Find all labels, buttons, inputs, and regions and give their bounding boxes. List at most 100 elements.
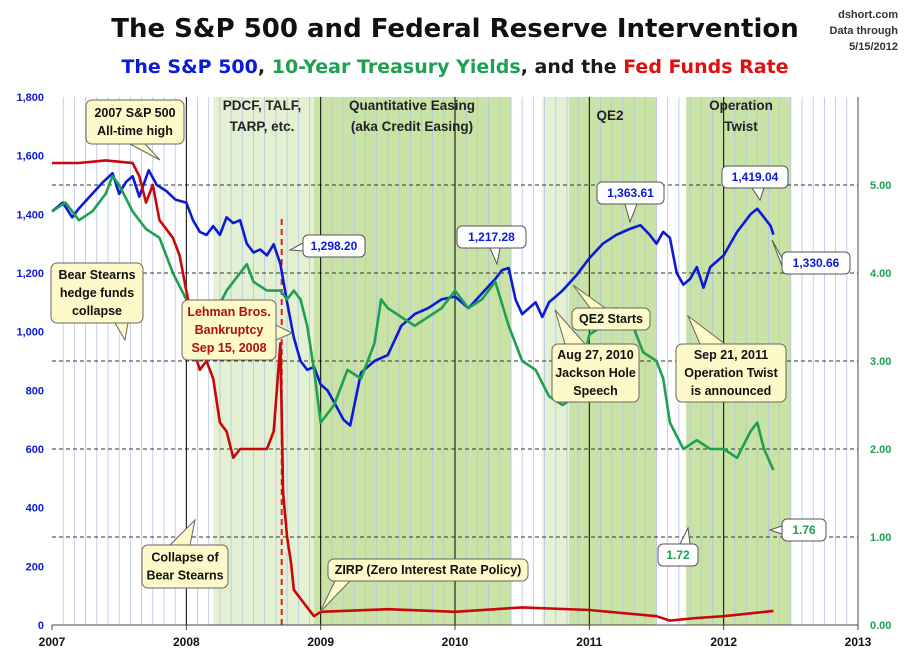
subtitle-part: , — [258, 56, 272, 78]
series-lines — [51, 159, 775, 622]
shaded-region-label: Twist — [724, 119, 758, 134]
callout-text: hedge funds — [60, 286, 134, 300]
shaded-region-label: TARP, etc. — [230, 119, 295, 134]
callout-box — [181, 299, 277, 361]
chart-title: The S&P 500 and Federal Reserve Interven… — [111, 14, 799, 44]
callout-text: is announced — [691, 384, 772, 398]
x-axis-tick-label: 2010 — [442, 635, 469, 649]
callout-box — [675, 343, 787, 403]
value-label: 1,363.61 — [596, 181, 665, 224]
annotation-callout: Sep 21, 2011 Operation Twist is announced — [675, 314, 787, 403]
axes: 1,800 1,600 1,400 1,200 1,000 800 600 400 200 0 5.… — [16, 92, 891, 649]
callout-text: Sep 15, 2008 — [191, 341, 266, 355]
callout-text: Operation Twist — [684, 366, 778, 380]
callout-text: Bear Stearns — [58, 268, 135, 282]
callout-text: Jackson Hole — [555, 366, 636, 380]
right-axis-tick-label: 3.00 — [870, 356, 891, 368]
left-axis-tick-label: 400 — [26, 503, 44, 515]
left-axis-tick-label: 1,000 — [16, 327, 44, 339]
annotation-callout: 2007 S&P 500 All-time high — [85, 99, 185, 161]
shaded-region-label: PDCF, TALF, — [223, 98, 302, 113]
value-label-box — [721, 165, 789, 189]
value-label-box — [456, 225, 527, 249]
x-axis-tick-label: 2008 — [173, 635, 200, 649]
callout-text: collapse — [72, 304, 122, 318]
callout-text: All-time high — [97, 124, 173, 138]
value-label-box — [781, 251, 851, 275]
source-line: Data through — [830, 25, 899, 37]
annotation-callout: ZIRP (Zero Interest Rate Policy) — [319, 558, 529, 613]
series-line-s-p-500 — [51, 169, 775, 427]
value-label-box — [596, 181, 665, 205]
annotation-callout: Lehman Bros. Bankruptcy Sep 15, 2008 — [181, 299, 294, 361]
annotations: 2007 S&P 500 All-time high Bear Stearns hed… — [50, 99, 851, 613]
series-line-fed-funds-rate — [52, 159, 774, 622]
value-label: 1.72 — [657, 526, 699, 567]
left-axis-tick-label: 0 — [38, 620, 44, 632]
value-label: 1,330.66 — [771, 239, 851, 275]
value-label-box — [657, 543, 699, 567]
x-axis-tick-label: 2009 — [307, 635, 334, 649]
value-label-text: 1,298.20 — [311, 239, 358, 253]
right-axis-tick-label: 5.00 — [870, 180, 891, 192]
callout-box — [327, 558, 529, 582]
value-label-text: 1,363.61 — [607, 186, 654, 200]
callout-text: Aug 27, 2010 — [557, 348, 633, 362]
shaded-region-label: (aka Credit Easing) — [351, 119, 473, 134]
source-line: dshort.com — [838, 9, 898, 21]
value-label: 1,217.28 — [456, 225, 527, 266]
shaded-region-label: Operation — [709, 98, 773, 113]
left-axis-tick-label: 600 — [26, 444, 44, 456]
callout-text: Lehman Bros. — [187, 305, 270, 319]
left-axis-tick-label: 800 — [26, 385, 44, 397]
left-axis-tick-label: 1,800 — [16, 92, 44, 104]
callout-box — [141, 544, 229, 589]
callout-text: 2007 S&P 500 — [94, 106, 175, 120]
callout-box — [85, 99, 185, 145]
value-label-box — [302, 234, 366, 258]
annotation-callout: Aug 27, 2010 Jackson Hole Speech — [551, 309, 640, 403]
callout-text: ZIRP (Zero Interest Rate Policy) — [335, 563, 522, 577]
subtitle-part: 10-Year Treasury Yields — [272, 56, 521, 78]
shaded-region-label: Quantitative Easing — [349, 98, 475, 113]
value-label-box — [781, 518, 827, 542]
left-axis-tick-label: 1,600 — [16, 151, 44, 163]
subtitle-part: Fed Funds Rate — [623, 56, 788, 78]
right-axis-tick-label: 1.00 — [870, 532, 891, 544]
x-axis-tick-label: 2012 — [710, 635, 737, 649]
value-label: 1,419.04 — [721, 165, 789, 202]
right-axis-tick-label: 4.00 — [870, 268, 891, 280]
source-note: dshort.com Data through 5/15/2012 — [830, 9, 899, 53]
callout-box — [50, 262, 144, 324]
callout-text: Bear Stearns — [146, 569, 223, 583]
value-label: 1.76 — [768, 518, 827, 542]
left-axis-tick-label: 1,400 — [16, 209, 44, 221]
annotation-callout: Collapse of Bear Stearns — [141, 518, 229, 589]
right-axis-tick-label: 0.00 — [870, 620, 891, 632]
value-label-text: 1.72 — [666, 548, 690, 562]
callout-text: Speech — [573, 384, 617, 398]
value-label: 1,298.20 — [288, 234, 366, 258]
callout-box — [551, 343, 640, 403]
series-line-10-year-treasury-yields — [51, 174, 775, 471]
callout-box — [571, 307, 651, 331]
value-label-text: 1,419.04 — [732, 170, 779, 184]
right-axis-tick-label: 2.00 — [870, 444, 891, 456]
x-axis-tick-label: 2007 — [39, 635, 66, 649]
annotation-callout: Bear Stearns hedge funds collapse — [50, 262, 144, 342]
left-axis-tick-label: 1,200 — [16, 268, 44, 280]
chart-subtitle: The S&P 500, 10-Year Treasury Yields, an… — [121, 56, 788, 78]
x-axis-tick-label: 2013 — [845, 635, 872, 649]
callout-text: Bankruptcy — [195, 323, 264, 337]
callout-text: QE2 Starts — [579, 312, 643, 326]
subtitle-part: , and the — [521, 56, 624, 78]
shaded-region-labels: PDCF, TALF, TARP, etc. Quantitative Easing… — [223, 98, 773, 134]
x-axis-tick-label: 2011 — [576, 635, 602, 649]
source-line: 5/15/2012 — [849, 41, 898, 53]
value-label-text: 1,217.28 — [468, 230, 515, 244]
annotation-callout: QE2 Starts — [571, 284, 651, 331]
left-axis-tick-label: 200 — [26, 561, 44, 573]
callout-text: Sep 21, 2011 — [694, 348, 768, 362]
shaded-region-label: QE2 — [596, 108, 623, 123]
